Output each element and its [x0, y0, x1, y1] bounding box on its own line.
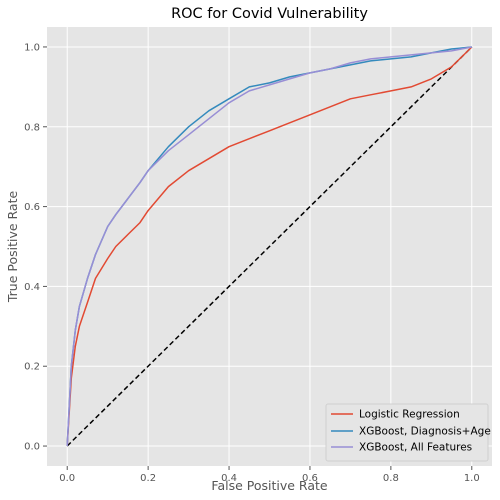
x-tick-label: 0.4 — [221, 473, 237, 484]
legend-box — [325, 403, 489, 462]
y-tick-label: 0.4 — [24, 282, 40, 293]
x-tick-label: 0.0 — [59, 473, 75, 484]
x-tick-label: 1.0 — [464, 473, 480, 484]
x-axis-label: False Positive Rate — [211, 478, 327, 493]
series-line-xgboost-all-features — [66, 46, 472, 447]
grid-lines — [47, 27, 492, 466]
x-tick-label: 0.6 — [302, 473, 318, 484]
chart-title: ROC for Covid Vulnerability — [171, 6, 368, 22]
y-axis-label: True Positive Rate — [5, 191, 20, 304]
series-line-chance-diagonal — [66, 46, 473, 447]
y-tick-label: 0.2 — [24, 362, 40, 373]
legend: Logistic Regression XGBoost, Diagnosis+A… — [325, 403, 491, 462]
y-tick-label: 1.0 — [24, 42, 40, 53]
legend-label-xgb-diagnosis-age: XGBoost, Diagnosis+Age — [359, 426, 491, 438]
x-tick-label: 0.8 — [383, 473, 399, 484]
legend-label-xgb-all-features: XGBoost, All Features — [359, 442, 472, 454]
series-line-logistic-regression — [66, 46, 473, 447]
y-tick-label: 0.0 — [24, 442, 40, 453]
x-tick-label: 0.2 — [140, 473, 156, 484]
y-tick-label: 0.8 — [24, 122, 40, 133]
y-tick-label: 0.6 — [24, 202, 40, 213]
legend-label-logistic: Logistic Regression — [359, 409, 460, 421]
tick-layer: 0.0 0.2 0.4 0.6 0.8 1.0 0.0 0.2 0.4 0.6 0.8 1.0 — [24, 42, 480, 484]
series-layer — [66, 46, 473, 447]
